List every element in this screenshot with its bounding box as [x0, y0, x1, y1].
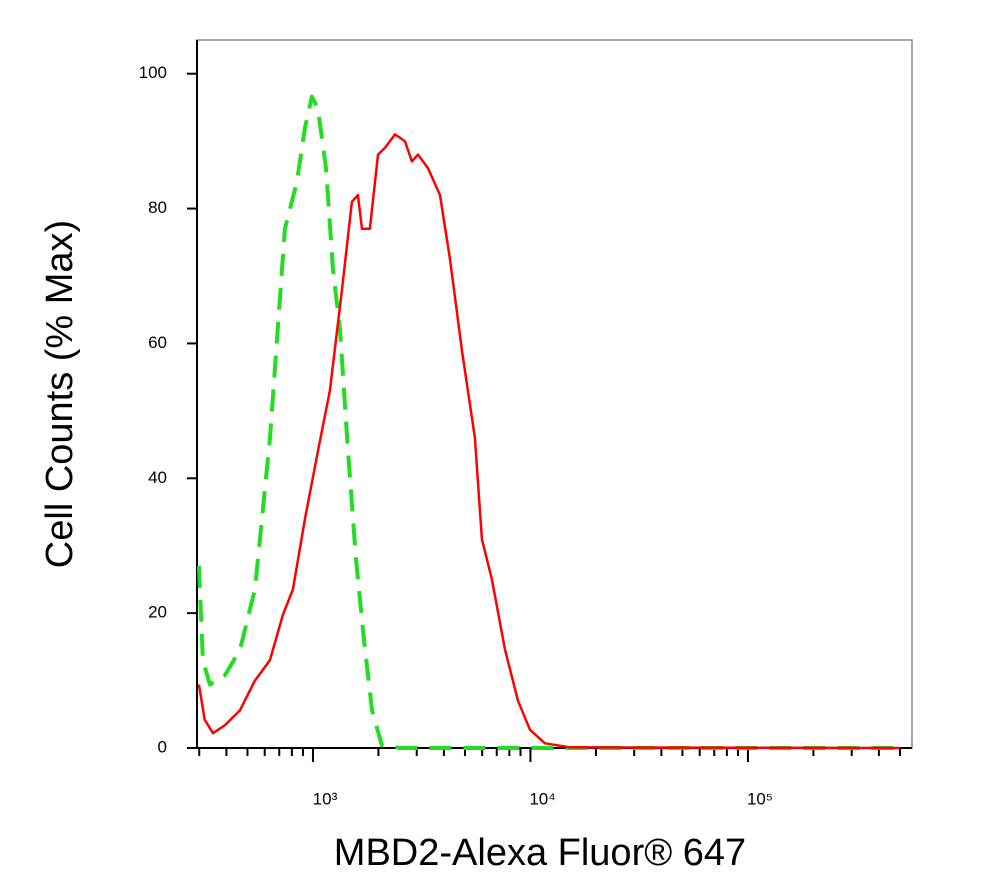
y-tick-label: 40 [148, 468, 167, 487]
x-tick-label: 10⁵ [747, 789, 773, 808]
y-axis-label: Cell Counts (% Max) [39, 220, 81, 568]
y-tick-label: 20 [148, 603, 167, 622]
y-tick-label: 80 [148, 198, 167, 217]
x-tick-label: 10³ [313, 789, 338, 808]
plot-frame [196, 39, 913, 749]
x-tick-label: 10⁴ [529, 789, 555, 808]
histogram-line [196, 94, 900, 750]
y-tick-label: 100 [139, 63, 167, 82]
y-tick-label: 60 [148, 333, 167, 352]
y-tick-label: 0 [158, 737, 167, 756]
histogram-line [197, 133, 901, 750]
x-axis-label: MBD2-Alexa Fluor® 647 [334, 832, 746, 874]
